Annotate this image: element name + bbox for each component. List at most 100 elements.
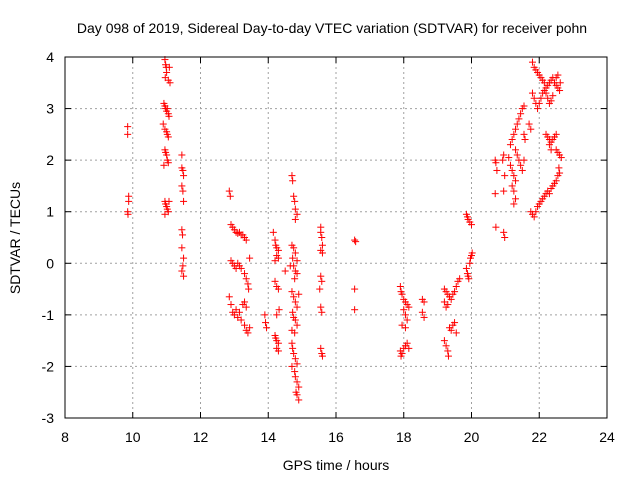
data-point [318,249,326,257]
data-point [274,347,282,355]
data-point [178,244,186,252]
data-point [456,275,464,283]
data-point [180,254,188,262]
data-point [234,229,242,237]
x-axis-label: GPS time / hours [283,457,390,473]
data-point [528,58,536,66]
data-point [290,293,298,301]
data-point [291,215,299,223]
data-point [274,254,282,262]
data-point [179,262,187,270]
data-point [293,360,301,368]
data-point [517,110,525,118]
data-point [180,197,188,205]
data-point [512,195,520,203]
data-point [444,301,452,309]
data-point [552,177,560,185]
data-point [125,197,133,205]
data-point [400,306,408,314]
data-point [293,303,301,311]
data-point [293,391,301,399]
y-tick-label: 2 [46,152,54,168]
data-point [535,99,543,107]
data-point [225,293,233,301]
data-point [281,267,289,275]
data-point [273,311,281,319]
data-point [245,285,253,293]
data-point [317,228,325,236]
data-point [465,275,473,283]
data-point [291,249,299,257]
data-point [271,277,279,285]
data-point [290,244,298,252]
data-point [289,177,297,185]
data-point [508,166,516,174]
data-point [318,352,326,360]
data-point [244,329,252,337]
data-point [398,350,406,358]
data-point [274,246,282,254]
data-point [288,362,296,370]
data-point [440,337,448,345]
data-point [462,264,470,272]
data-point [180,172,188,180]
data-point [513,120,521,128]
data-point [269,228,277,236]
data-point [508,182,516,190]
data-point [291,205,299,213]
x-tick-label: 8 [61,429,69,445]
data-point [520,102,528,110]
data-point [530,213,538,221]
data-point [444,352,452,360]
data-point [351,306,359,314]
data-point [318,277,326,285]
data-point [491,190,499,198]
data-point [520,156,528,164]
data-point [161,210,169,218]
data-point [442,342,450,350]
data-point [293,270,301,278]
data-point [466,259,474,267]
data-point [452,329,460,337]
data-point [510,200,518,208]
data-point [246,254,254,262]
data-point [447,295,455,303]
data-point [226,192,234,200]
x-tick-label: 22 [531,429,547,445]
data-point [291,373,299,381]
data-point [396,282,404,290]
data-point [124,123,132,131]
data-point [401,311,409,319]
data-point [179,187,187,195]
data-point [163,105,171,113]
data-point [274,339,282,347]
x-tick-label: 12 [193,429,209,445]
points-layer [124,56,565,404]
data-point [244,280,252,288]
data-point [444,347,452,355]
data-point [290,350,298,358]
data-point [316,285,324,293]
data-point [468,249,476,257]
y-tick-label: -3 [42,410,55,426]
data-point [178,182,186,190]
data-point [501,172,509,180]
data-point [508,136,516,144]
data-point [517,161,525,169]
data-point [492,159,500,167]
data-point [225,187,233,195]
data-point [317,344,325,352]
data-point [556,87,564,95]
data-point [235,308,243,316]
data-point [163,68,171,76]
data-point [317,272,325,280]
data-point [295,396,303,404]
data-point [290,262,298,270]
data-point [506,161,514,169]
data-point [501,234,509,241]
data-point [351,285,359,293]
data-point [518,166,526,174]
data-point [451,288,459,296]
data-point [532,208,540,216]
data-point [293,321,301,329]
